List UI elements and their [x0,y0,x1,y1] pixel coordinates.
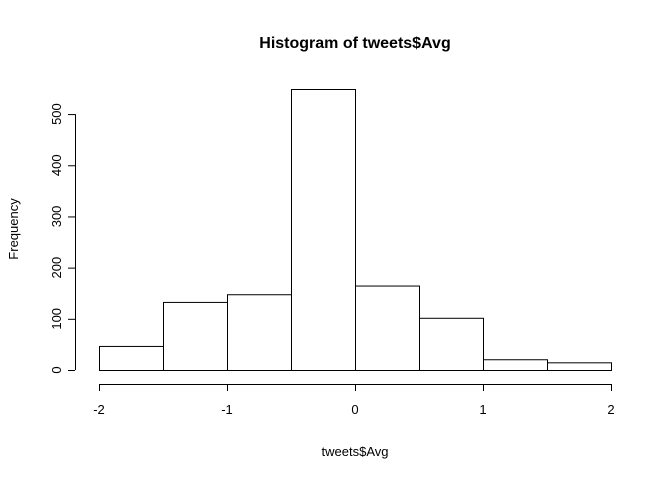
y-tick-label-2: 200 [49,257,64,279]
x-tick-label-0: -2 [93,402,105,417]
histogram-bar-4 [355,285,420,371]
x-axis-label: tweets$Avg [322,444,389,459]
chart-title: Histogram of tweets$Avg [259,35,450,52]
y-tick-label-5: 500 [49,103,64,125]
y-axis: 0 100 200 300 400 500 [49,103,76,374]
histogram-bar-6 [483,359,548,372]
histogram-bar-0 [99,345,164,372]
x-tick-label-3: 1 [479,402,486,417]
bars-group [99,89,612,372]
histogram-bar-2 [227,294,292,371]
y-tick-label-0: 0 [49,366,64,373]
histogram-bar-7 [547,362,612,372]
x-tick-label-4: 2 [607,402,614,417]
y-tick-label-3: 300 [49,206,64,228]
y-tick-label-4: 400 [49,154,64,176]
histogram-bar-1 [163,301,228,372]
x-tick-label-2: 0 [351,402,358,417]
x-tick-label-1: -1 [221,402,233,417]
y-axis-label: Frequency [6,198,21,260]
histogram-bar-5 [419,317,484,372]
x-axis: -2 -1 0 1 2 [93,384,615,417]
histogram-bar-3 [291,89,356,371]
y-tick-label-1: 100 [49,308,64,330]
